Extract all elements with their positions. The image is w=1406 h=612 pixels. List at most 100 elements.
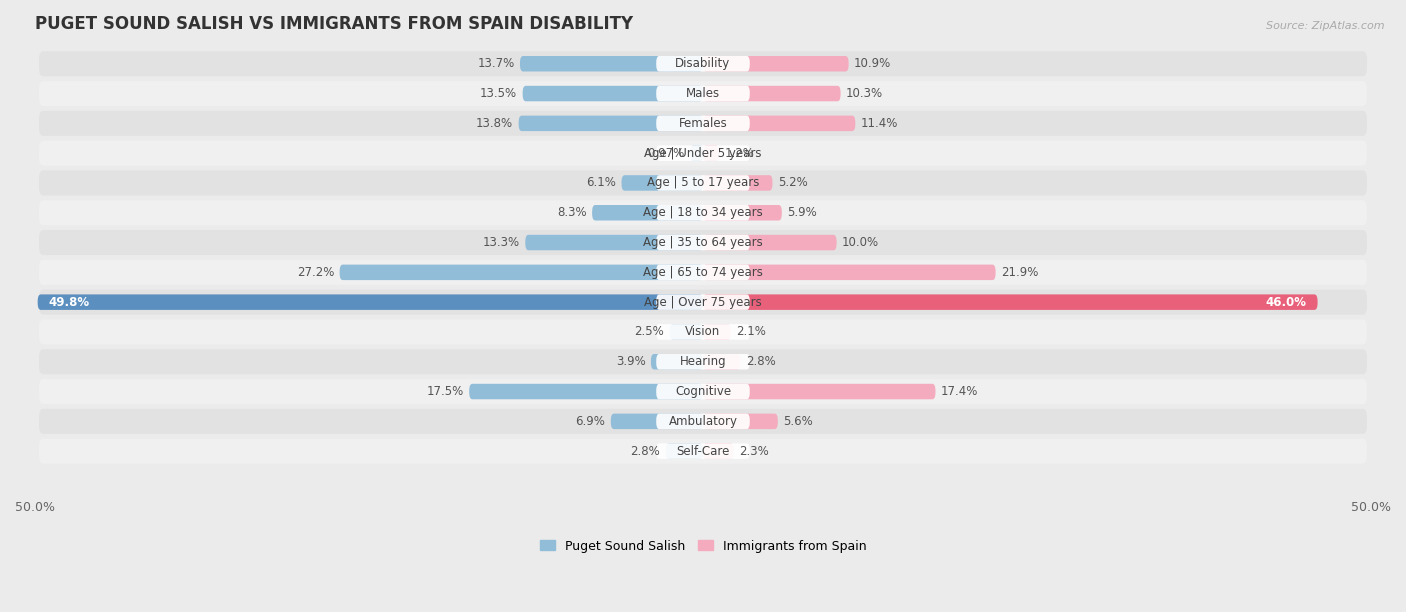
FancyBboxPatch shape: [39, 319, 1367, 345]
Text: 13.8%: 13.8%: [477, 117, 513, 130]
FancyBboxPatch shape: [657, 444, 749, 459]
Text: Males: Males: [686, 87, 720, 100]
FancyBboxPatch shape: [657, 264, 749, 280]
Text: Age | 18 to 34 years: Age | 18 to 34 years: [643, 206, 763, 219]
Text: 8.3%: 8.3%: [557, 206, 586, 219]
FancyBboxPatch shape: [39, 81, 1367, 106]
FancyBboxPatch shape: [39, 230, 1367, 255]
Text: 13.3%: 13.3%: [482, 236, 520, 249]
Text: Vision: Vision: [685, 326, 721, 338]
FancyBboxPatch shape: [703, 264, 995, 280]
FancyBboxPatch shape: [657, 86, 749, 102]
Text: 11.4%: 11.4%: [860, 117, 898, 130]
FancyBboxPatch shape: [657, 146, 749, 161]
Text: 2.8%: 2.8%: [745, 355, 776, 368]
FancyBboxPatch shape: [470, 384, 703, 399]
FancyBboxPatch shape: [703, 414, 778, 429]
FancyBboxPatch shape: [340, 264, 703, 280]
FancyBboxPatch shape: [39, 200, 1367, 225]
FancyBboxPatch shape: [703, 324, 731, 340]
FancyBboxPatch shape: [39, 170, 1367, 195]
FancyBboxPatch shape: [610, 414, 703, 429]
FancyBboxPatch shape: [39, 379, 1367, 404]
FancyBboxPatch shape: [657, 384, 749, 399]
Text: 5.9%: 5.9%: [787, 206, 817, 219]
FancyBboxPatch shape: [657, 354, 749, 370]
FancyBboxPatch shape: [703, 56, 849, 72]
Text: PUGET SOUND SALISH VS IMMIGRANTS FROM SPAIN DISABILITY: PUGET SOUND SALISH VS IMMIGRANTS FROM SP…: [35, 15, 633, 33]
FancyBboxPatch shape: [657, 205, 749, 220]
FancyBboxPatch shape: [657, 324, 749, 340]
Text: Age | 5 to 17 years: Age | 5 to 17 years: [647, 176, 759, 190]
FancyBboxPatch shape: [690, 146, 703, 161]
Text: Age | 65 to 74 years: Age | 65 to 74 years: [643, 266, 763, 279]
FancyBboxPatch shape: [657, 294, 749, 310]
Text: 3.9%: 3.9%: [616, 355, 645, 368]
FancyBboxPatch shape: [39, 51, 1367, 76]
FancyBboxPatch shape: [703, 444, 734, 459]
Text: 21.9%: 21.9%: [1001, 266, 1038, 279]
FancyBboxPatch shape: [519, 116, 703, 131]
FancyBboxPatch shape: [703, 146, 718, 161]
Text: 49.8%: 49.8%: [48, 296, 90, 308]
Text: Age | Over 75 years: Age | Over 75 years: [644, 296, 762, 308]
Text: Self-Care: Self-Care: [676, 445, 730, 458]
Text: 1.2%: 1.2%: [724, 147, 754, 160]
FancyBboxPatch shape: [703, 175, 772, 191]
FancyBboxPatch shape: [520, 56, 703, 72]
Text: 27.2%: 27.2%: [297, 266, 335, 279]
FancyBboxPatch shape: [592, 205, 703, 220]
FancyBboxPatch shape: [703, 354, 741, 370]
FancyBboxPatch shape: [657, 414, 749, 429]
FancyBboxPatch shape: [703, 205, 782, 220]
FancyBboxPatch shape: [657, 235, 749, 250]
FancyBboxPatch shape: [39, 289, 1367, 315]
FancyBboxPatch shape: [665, 444, 703, 459]
FancyBboxPatch shape: [39, 409, 1367, 434]
FancyBboxPatch shape: [39, 260, 1367, 285]
Text: 13.5%: 13.5%: [481, 87, 517, 100]
FancyBboxPatch shape: [621, 175, 703, 191]
FancyBboxPatch shape: [651, 354, 703, 370]
Text: 5.6%: 5.6%: [783, 415, 813, 428]
FancyBboxPatch shape: [38, 294, 703, 310]
FancyBboxPatch shape: [703, 86, 841, 102]
Text: 6.1%: 6.1%: [586, 176, 616, 190]
FancyBboxPatch shape: [657, 175, 749, 191]
Text: 2.5%: 2.5%: [634, 326, 664, 338]
Text: Age | Under 5 years: Age | Under 5 years: [644, 147, 762, 160]
Text: 17.4%: 17.4%: [941, 385, 979, 398]
Text: Ambulatory: Ambulatory: [668, 415, 738, 428]
Text: 2.3%: 2.3%: [740, 445, 769, 458]
FancyBboxPatch shape: [657, 116, 749, 131]
Text: Females: Females: [679, 117, 727, 130]
Text: Hearing: Hearing: [679, 355, 727, 368]
Text: 13.7%: 13.7%: [478, 58, 515, 70]
FancyBboxPatch shape: [703, 116, 855, 131]
FancyBboxPatch shape: [703, 384, 935, 399]
Text: Source: ZipAtlas.com: Source: ZipAtlas.com: [1267, 21, 1385, 31]
FancyBboxPatch shape: [523, 86, 703, 102]
Text: 5.2%: 5.2%: [778, 176, 807, 190]
Text: 6.9%: 6.9%: [575, 415, 606, 428]
FancyBboxPatch shape: [703, 235, 837, 250]
FancyBboxPatch shape: [526, 235, 703, 250]
Text: 10.9%: 10.9%: [853, 58, 891, 70]
Text: 17.5%: 17.5%: [426, 385, 464, 398]
FancyBboxPatch shape: [703, 294, 1317, 310]
FancyBboxPatch shape: [39, 439, 1367, 464]
FancyBboxPatch shape: [39, 349, 1367, 375]
Text: 10.0%: 10.0%: [842, 236, 879, 249]
Text: 2.1%: 2.1%: [737, 326, 766, 338]
Text: 46.0%: 46.0%: [1265, 296, 1306, 308]
Text: 10.3%: 10.3%: [846, 87, 883, 100]
FancyBboxPatch shape: [39, 141, 1367, 166]
FancyBboxPatch shape: [39, 111, 1367, 136]
Text: Disability: Disability: [675, 58, 731, 70]
Text: 0.97%: 0.97%: [647, 147, 685, 160]
Text: 2.8%: 2.8%: [630, 445, 661, 458]
FancyBboxPatch shape: [669, 324, 703, 340]
FancyBboxPatch shape: [657, 56, 749, 72]
Text: Cognitive: Cognitive: [675, 385, 731, 398]
Legend: Puget Sound Salish, Immigrants from Spain: Puget Sound Salish, Immigrants from Spai…: [534, 534, 872, 558]
